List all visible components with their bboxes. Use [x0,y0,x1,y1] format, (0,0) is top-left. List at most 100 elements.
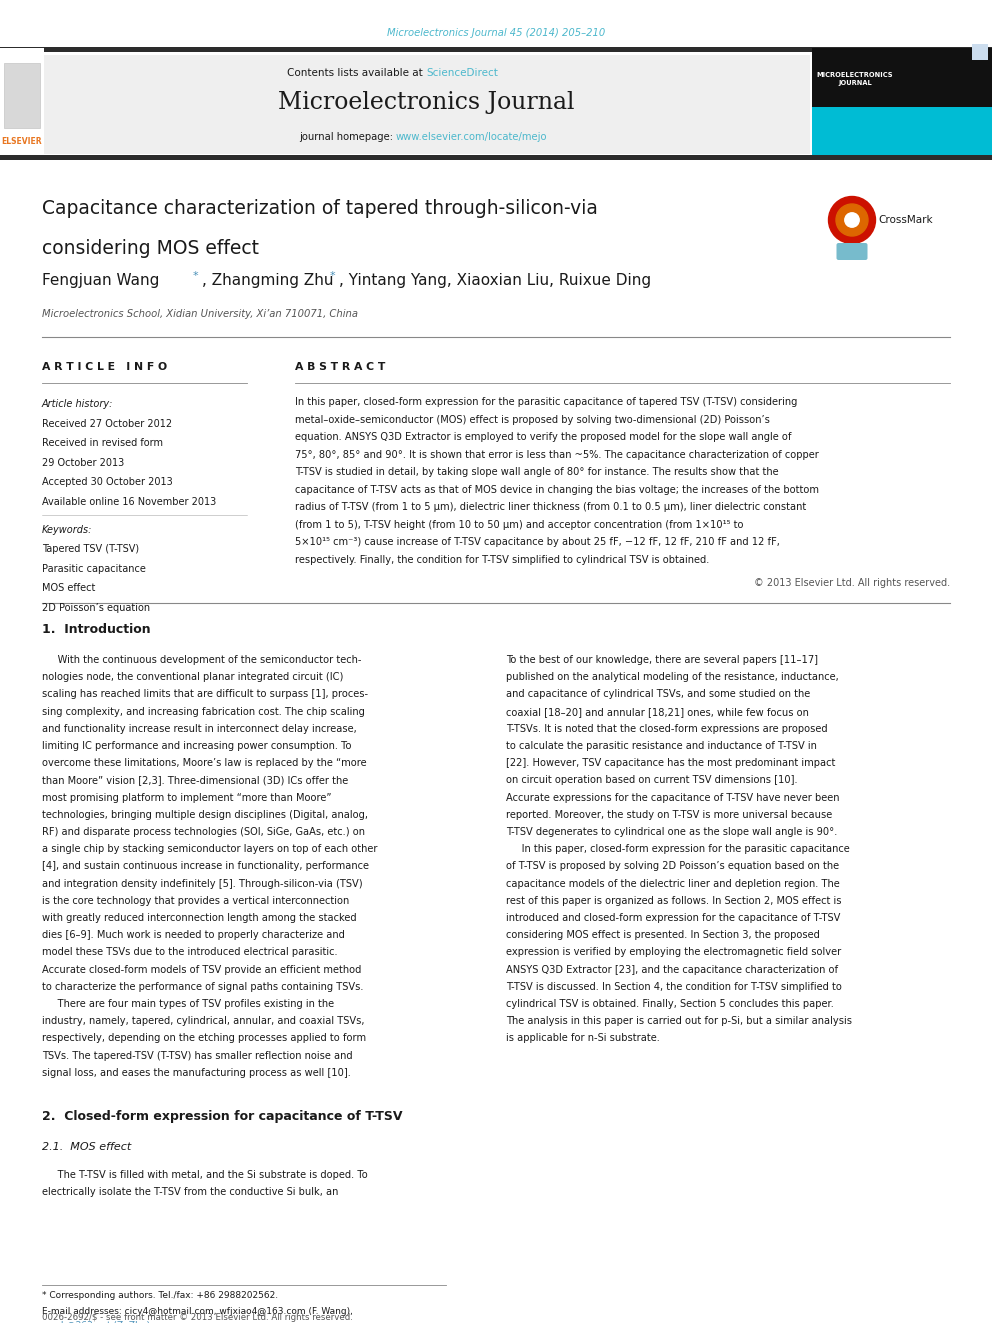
Bar [0,155,992,160]
Text: ELSEVIER: ELSEVIER [2,138,43,147]
Text: on circuit operation based on current TSV dimensions [10].: on circuit operation based on current TS… [506,775,798,786]
Text: T-TSV is discussed. In Section 4, the condition for T-TSV simplified to: T-TSV is discussed. In Section 4, the co… [506,982,842,992]
Text: to calculate the parasitic resistance and inductance of T-TSV in: to calculate the parasitic resistance an… [506,741,816,751]
Text: 2D Poisson’s equation: 2D Poisson’s equation [42,602,150,613]
Circle shape [845,213,859,228]
FancyBboxPatch shape [836,243,867,261]
Text: TSVs. The tapered-TSV (T-TSV) has smaller reflection noise and: TSVs. The tapered-TSV (T-TSV) has smalle… [42,1050,352,1061]
Text: 2.  Closed-form expression for capacitance of T-TSV: 2. Closed-form expression for capacitanc… [42,1110,403,1123]
Text: Capacitance characterization of tapered through-silicon-via: Capacitance characterization of tapered … [42,198,598,217]
Text: a single chip by stacking semiconductor layers on top of each other: a single chip by stacking semiconductor … [42,844,378,855]
Text: There are four main types of TSV profiles existing in the: There are four main types of TSV profile… [42,999,334,1009]
Circle shape [828,197,876,243]
Text: , Zhangming Zhu: , Zhangming Zhu [202,273,333,287]
Text: capacitance models of the dielectric liner and depletion region. The: capacitance models of the dielectric lin… [506,878,840,889]
Text: limiting IC performance and increasing power consumption. To: limiting IC performance and increasing p… [42,741,351,751]
Text: © 2013 Elsevier Ltd. All rights reserved.: © 2013 Elsevier Ltd. All rights reserved… [754,578,950,587]
Text: and integration density indefinitely [5]. Through-silicon-via (TSV): and integration density indefinitely [5]… [42,878,363,889]
Text: zmyh@263.net (Z. Zhu).: zmyh@263.net (Z. Zhu). [42,1320,153,1323]
Text: reported. Moreover, the study on T-TSV is more universal because: reported. Moreover, the study on T-TSV i… [506,810,832,820]
Text: In this paper, closed-form expression for the parasitic capacitance: In this paper, closed-form expression fo… [506,844,850,855]
Text: E-mail addresses: cicy4@hotmail.com, wfjxiao4@163.com (F. Wang),: E-mail addresses: cicy4@hotmail.com, wfj… [42,1307,353,1316]
Text: Tapered TSV (T-TSV): Tapered TSV (T-TSV) [42,544,139,554]
Text: industry, namely, tapered, cylindrical, annular, and coaxial TSVs,: industry, namely, tapered, cylindrical, … [42,1016,364,1027]
Text: With the continuous development of the semiconductor tech-: With the continuous development of the s… [42,655,361,665]
Text: ANSYS Q3D Extractor [23], and the capacitance characterization of: ANSYS Q3D Extractor [23], and the capaci… [506,964,838,975]
Bar [972,44,988,60]
Text: considering MOS effect: considering MOS effect [42,238,259,258]
Text: nologies node, the conventional planar integrated circuit (IC): nologies node, the conventional planar i… [42,672,343,683]
Text: [22]. However, TSV capacitance has the most predominant impact: [22]. However, TSV capacitance has the m… [506,758,835,769]
Text: to characterize the performance of signal paths containing TSVs.: to characterize the performance of signa… [42,982,363,992]
Text: T-TSVs. It is noted that the closed-form expressions are proposed: T-TSVs. It is noted that the closed-form… [506,724,827,734]
Text: journal homepage:: journal homepage: [299,132,396,142]
Text: In this paper, closed-form expression for the parasitic capacitance of tapered T: In this paper, closed-form expression fo… [295,397,798,407]
Text: Microelectronics Journal 45 (2014) 205–210: Microelectronics Journal 45 (2014) 205–2… [387,28,605,38]
Text: considering MOS effect is presented. In Section 3, the proposed: considering MOS effect is presented. In … [506,930,819,941]
Text: respectively. Finally, the condition for T-TSV simplified to cylindrical TSV is : respectively. Finally, the condition for… [295,554,709,565]
Text: Accurate closed-form models of TSV provide an efficient method: Accurate closed-form models of TSV provi… [42,964,361,975]
Text: Fengjuan Wang: Fengjuan Wang [42,273,160,287]
Text: introduced and closed-form expression for the capacitance of T-TSV: introduced and closed-form expression fo… [506,913,840,923]
Text: and functionality increase result in interconnect delay increase,: and functionality increase result in int… [42,724,357,734]
Text: capacitance of T-TSV acts as that of MOS device in changing the bias voltage; th: capacitance of T-TSV acts as that of MOS… [295,484,819,495]
Text: is applicable for n-Si substrate.: is applicable for n-Si substrate. [506,1033,660,1044]
Text: overcome these limitations, Moore’s law is replaced by the “more: overcome these limitations, Moore’s law … [42,758,367,769]
Text: Received 27 October 2012: Received 27 October 2012 [42,418,173,429]
Text: signal loss, and eases the manufacturing process as well [10].: signal loss, and eases the manufacturing… [42,1068,351,1078]
Text: T-TSV degenerates to cylindrical one as the slope wall angle is 90°.: T-TSV degenerates to cylindrical one as … [506,827,837,837]
Text: Contents lists available at: Contents lists available at [287,67,426,78]
Text: The T-TSV is filled with metal, and the Si substrate is doped. To: The T-TSV is filled with metal, and the … [42,1170,368,1180]
Text: rest of this paper is organized as follows. In Section 2, MOS effect is: rest of this paper is organized as follo… [506,896,841,906]
Text: is the core technology that provides a vertical interconnection: is the core technology that provides a v… [42,896,349,906]
Text: most promising platform to implement “more than Moore”: most promising platform to implement “mo… [42,792,331,803]
Text: The analysis in this paper is carried out for p-Si, but a similar analysis: The analysis in this paper is carried ou… [506,1016,852,1027]
Text: 5×10¹⁵ cm⁻³) cause increase of T-TSV capacitance by about 25 fF, −12 fF, 12 fF, : 5×10¹⁵ cm⁻³) cause increase of T-TSV cap… [295,537,780,546]
Text: ⁎: ⁎ [330,269,335,278]
Text: with greatly reduced interconnection length among the stacked: with greatly reduced interconnection len… [42,913,357,923]
Text: 0026-2692/$ - see front matter © 2013 Elsevier Ltd. All rights reserved.: 0026-2692/$ - see front matter © 2013 El… [42,1312,353,1322]
Text: than Moore” vision [2,3]. Three-dimensional (3D) ICs offer the: than Moore” vision [2,3]. Three-dimensio… [42,775,348,786]
Text: T-TSV is studied in detail, by taking slope wall angle of 80° for instance. The : T-TSV is studied in detail, by taking sl… [295,467,779,478]
Text: dies [6–9]. Much work is needed to properly characterize and: dies [6–9]. Much work is needed to prope… [42,930,345,941]
Text: model these TSVs due to the introduced electrical parasitic.: model these TSVs due to the introduced e… [42,947,337,958]
Text: 75°, 80°, 85° and 90°. It is shown that error is less than ~5%. The capacitance : 75°, 80°, 85° and 90°. It is shown that … [295,450,818,459]
Text: electrically isolate the T-TSV from the conductive Si bulk, an: electrically isolate the T-TSV from the … [42,1187,338,1197]
Text: ScienceDirect: ScienceDirect [426,67,498,78]
Text: respectively, depending on the etching processes applied to form: respectively, depending on the etching p… [42,1033,366,1044]
Text: equation. ANSYS Q3D Extractor is employed to verify the proposed model for the s: equation. ANSYS Q3D Extractor is employe… [295,433,792,442]
Text: 29 October 2013: 29 October 2013 [42,458,124,467]
Circle shape [836,204,868,235]
Text: 1.  Introduction: 1. Introduction [42,623,151,636]
Bar [0,46,992,52]
Text: Keywords:: Keywords: [42,524,92,534]
Bar [0,48,44,157]
Text: expression is verified by employing the electromagnetic field solver: expression is verified by employing the … [506,947,841,958]
Text: metal–oxide–semiconductor (MOS) effect is proposed by solving two-dimensional (2: metal–oxide–semiconductor (MOS) effect i… [295,414,770,425]
Bar [812,48,992,157]
Text: radius of T-TSV (from 1 to 5 μm), dielectric liner thickness (from 0.1 to 0.5 μm: radius of T-TSV (from 1 to 5 μm), dielec… [295,501,806,512]
Text: published on the analytical modeling of the resistance, inductance,: published on the analytical modeling of … [506,672,839,683]
Text: Accurate expressions for the capacitance of T-TSV have never been: Accurate expressions for the capacitance… [506,792,839,803]
Text: (from 1 to 5), T-TSV height (from 10 to 50 μm) and acceptor concentration (from : (from 1 to 5), T-TSV height (from 10 to … [295,520,743,529]
Bar [4,64,40,128]
Text: ⁎: ⁎ [192,269,198,278]
Text: A R T I C L E   I N F O: A R T I C L E I N F O [42,363,167,372]
Text: Parasitic capacitance: Parasitic capacitance [42,564,146,573]
Text: Microelectronics Journal: Microelectronics Journal [278,90,574,114]
Text: Microelectronics School, Xidian University, Xi’an 710071, China: Microelectronics School, Xidian Universi… [42,310,358,319]
Text: and capacitance of cylindrical TSVs, and some studied on the: and capacitance of cylindrical TSVs, and… [506,689,810,700]
Text: A B S T R A C T: A B S T R A C T [295,363,385,372]
Text: technologies, bringing multiple design disciplines (Digital, analog,: technologies, bringing multiple design d… [42,810,368,820]
Text: 2.1.  MOS effect: 2.1. MOS effect [42,1142,131,1152]
Text: To the best of our knowledge, there are several papers [11–17]: To the best of our knowledge, there are … [506,655,818,665]
Text: scaling has reached limits that are difficult to surpass [1], proces-: scaling has reached limits that are diff… [42,689,368,700]
Text: of T-TSV is proposed by solving 2D Poisson’s equation based on the: of T-TSV is proposed by solving 2D Poiss… [506,861,839,872]
Text: Received in revised form: Received in revised form [42,438,163,448]
Text: www.elsevier.com/locate/mejo: www.elsevier.com/locate/mejo [396,132,548,142]
Text: [4], and sustain continuous increase in functionality, performance: [4], and sustain continuous increase in … [42,861,369,872]
Text: coaxial [18–20] and annular [18,21] ones, while few focus on: coaxial [18–20] and annular [18,21] ones… [506,706,808,717]
Bar [42,56,810,153]
Text: RF) and disparate process technologies (SOI, SiGe, GaAs, etc.) on: RF) and disparate process technologies (… [42,827,365,837]
Text: Article history:: Article history: [42,400,113,409]
